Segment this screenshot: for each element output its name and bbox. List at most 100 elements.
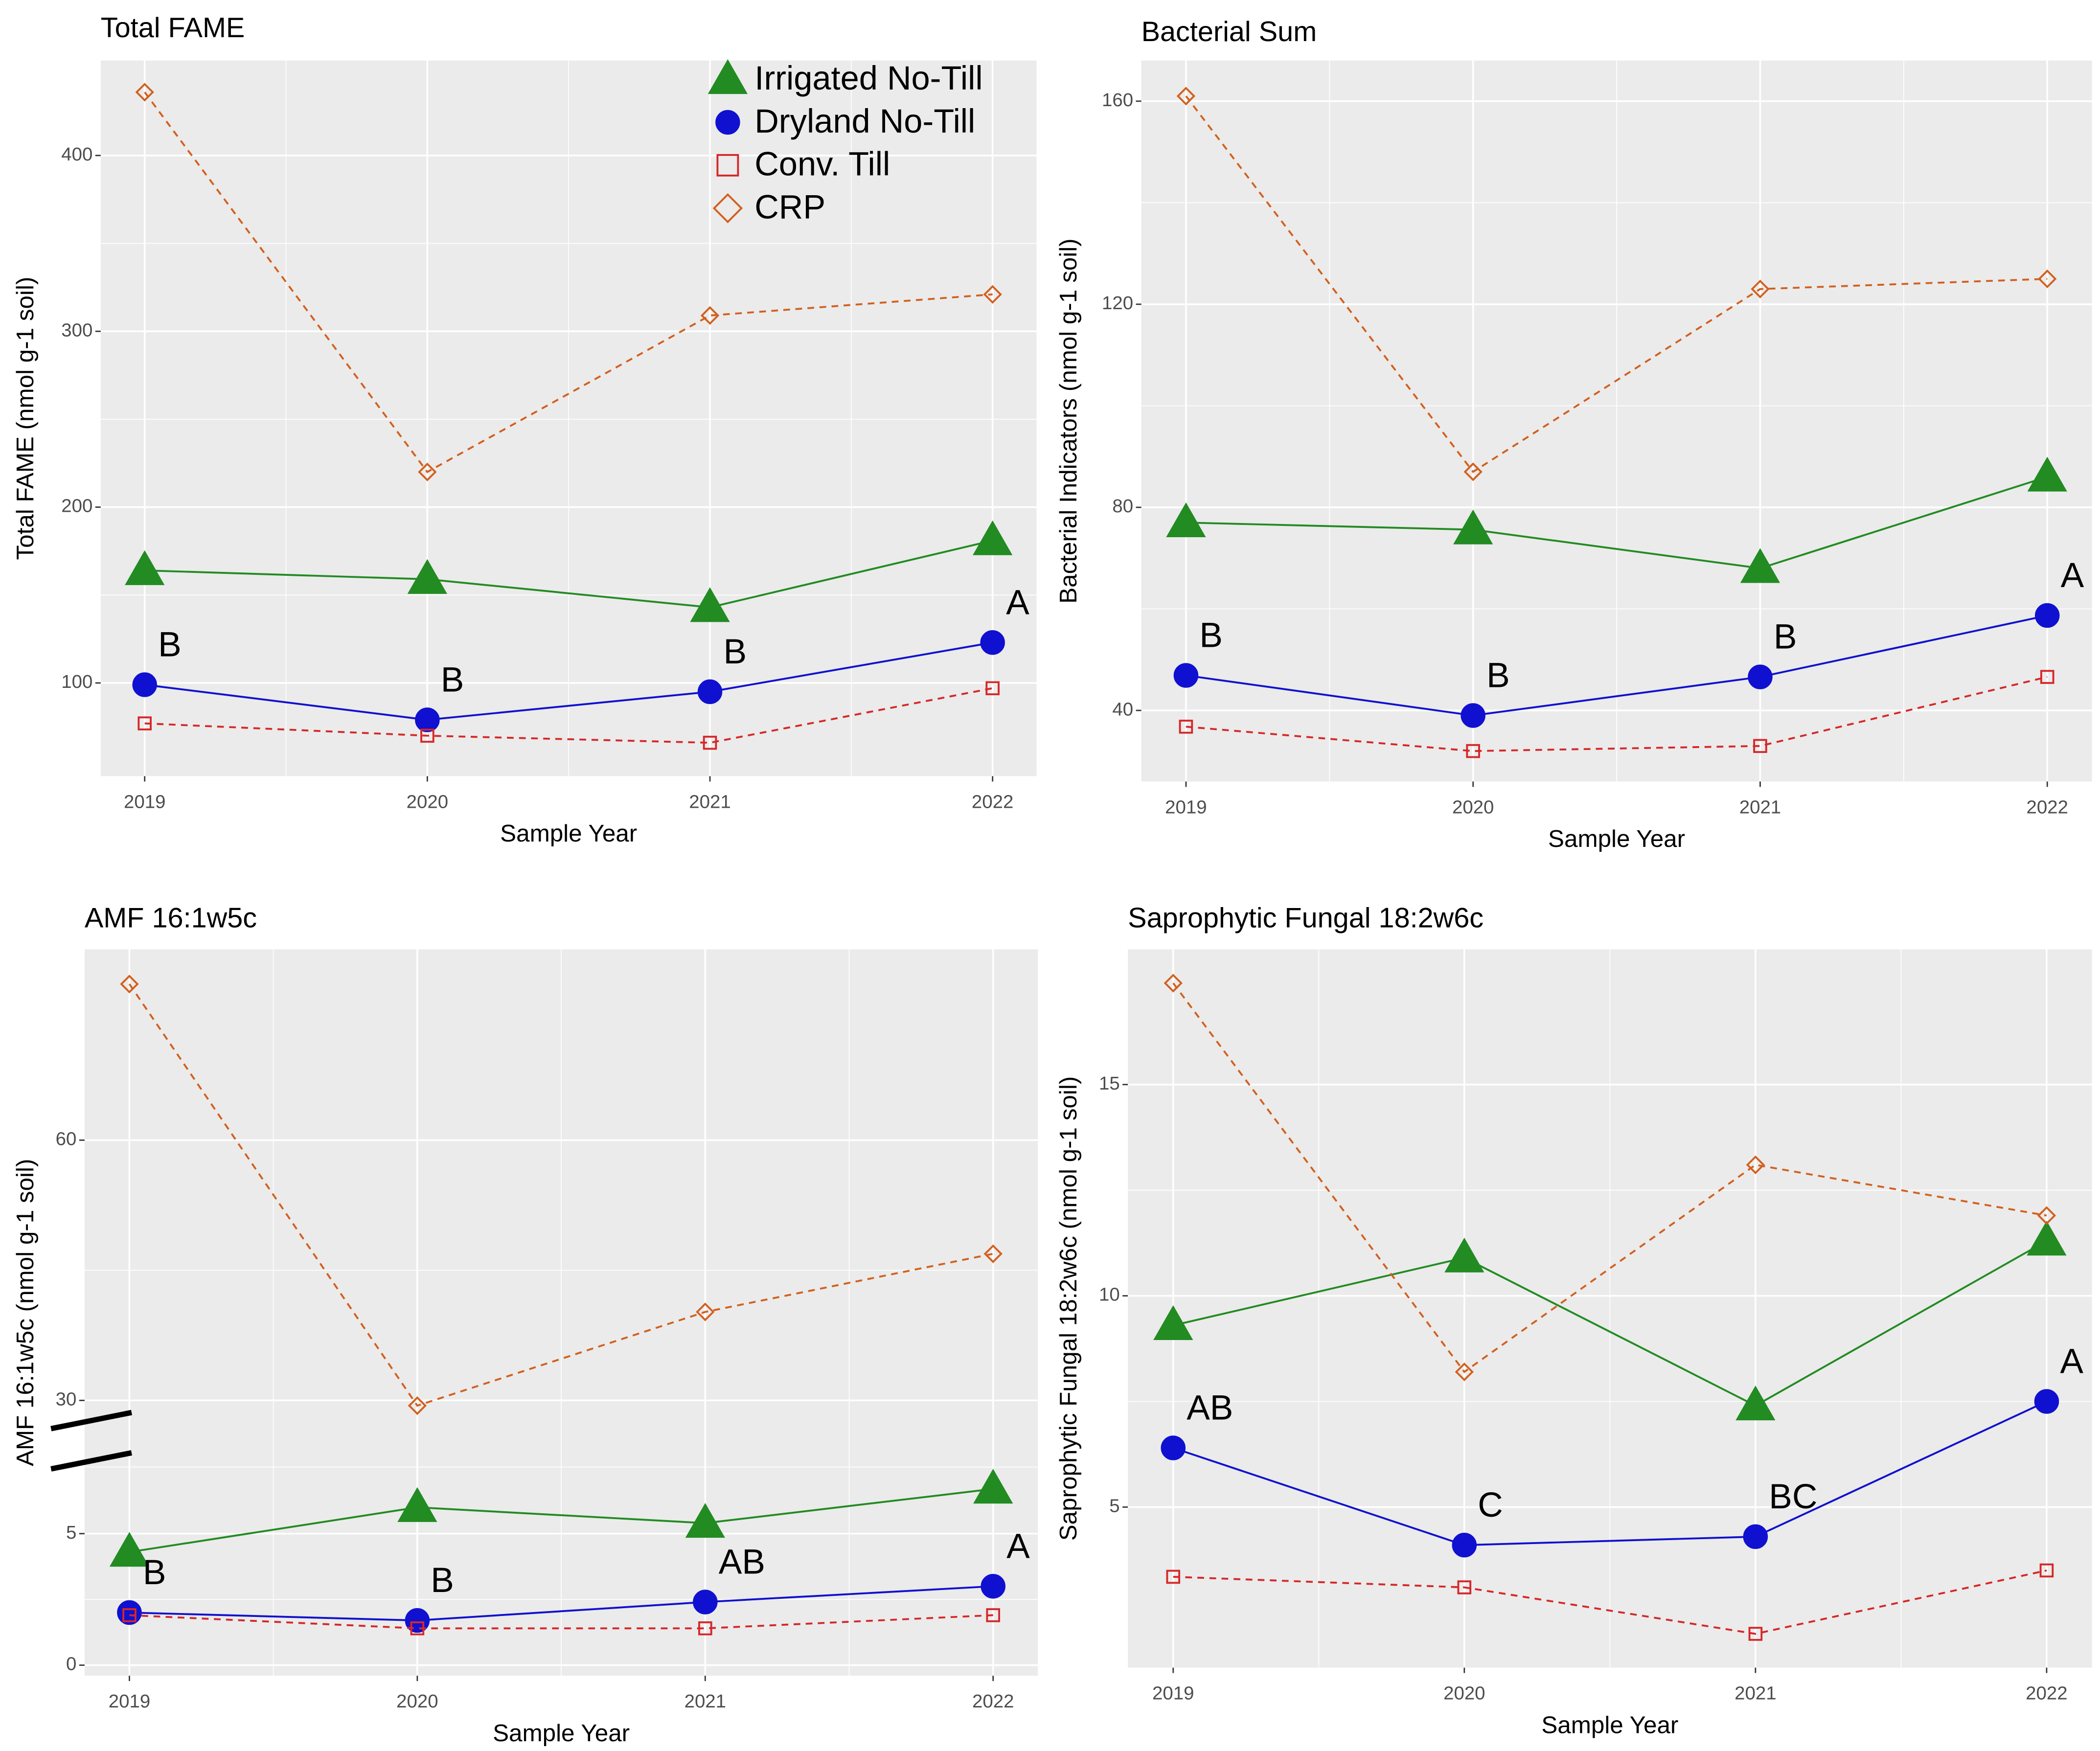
marker-circle [1743, 1524, 1768, 1549]
significance-letter: A [2061, 556, 2084, 595]
marker-diamond [408, 1396, 427, 1415]
x-tick-label: 2020 [1443, 1683, 1485, 1704]
series-line [1173, 1240, 2047, 1407]
significance-letter: B [431, 1561, 454, 1600]
y-axis-label: Total FAME (nmol g-1 soil) [12, 277, 39, 560]
series-line [144, 687, 993, 744]
significance-letter: B [723, 632, 747, 671]
series-line [129, 1585, 993, 1622]
marker-diamond [1746, 1155, 1765, 1175]
y-axis-label: Saprophytic Fungal 18:2w6c (nmol g-1 soi… [1055, 1076, 1082, 1541]
marker-triangle [690, 587, 730, 622]
significance-letter: B [143, 1553, 166, 1592]
x-tick-label: 2022 [972, 1691, 1014, 1712]
marker-square [2040, 670, 2054, 684]
marker-square [716, 154, 739, 177]
marker-square [2039, 1563, 2054, 1578]
marker-triangle [1444, 1237, 1484, 1273]
marker-diamond [120, 975, 139, 994]
marker-circle [1748, 664, 1773, 689]
marker-square [420, 728, 434, 743]
marker-circle [715, 110, 740, 135]
marker-circle [981, 1574, 1005, 1599]
y-tick-label: 10 [1099, 1284, 1120, 1305]
y-tick-label: 5 [66, 1522, 76, 1543]
significance-letter: B [1486, 656, 1510, 695]
marker-circle [1161, 1435, 1186, 1460]
x-tick-label: 2020 [407, 791, 448, 812]
marker-circle [2034, 1389, 2059, 1414]
marker-square [1457, 1580, 1472, 1594]
marker-circle [1452, 1532, 1477, 1558]
axis-break-mark [50, 1450, 133, 1472]
legend-label: Irrigated No-Till [754, 59, 982, 97]
marker-square [1466, 744, 1480, 758]
series-line [1173, 1569, 2047, 1635]
significance-letter: BC [1769, 1477, 1817, 1516]
significance-letter: B [1774, 617, 1797, 657]
significance-letter: A [1006, 583, 1029, 622]
marker-square [1179, 720, 1193, 734]
y-axis-label: Bacterial Indicators (nmol g-1 soil) [1055, 238, 1082, 603]
significance-letter: B [1199, 616, 1223, 655]
series-line [129, 1488, 993, 1553]
marker-triangle [1453, 509, 1493, 545]
marker-triangle [708, 59, 748, 94]
x-tick-label: 2019 [124, 791, 165, 812]
series-line [1185, 95, 2048, 473]
significance-letter: A [2060, 1342, 2083, 1381]
marker-square [1166, 1569, 1181, 1584]
series-line [1186, 476, 2048, 569]
marker-triangle [1166, 502, 1206, 538]
x-axis-label: Sample Year [1541, 1711, 1678, 1738]
y-tick-label: 120 [1102, 293, 1133, 314]
marker-circle [697, 679, 723, 705]
x-tick-label: 2022 [972, 791, 1013, 812]
marker-square [703, 735, 717, 750]
marker-triangle [2027, 456, 2067, 492]
series-line [128, 983, 994, 1407]
marker-diamond [696, 1302, 715, 1321]
x-tick-label: 2021 [685, 1691, 726, 1712]
chart-panel: 5 10 15 2019 2020 2021 2022 Saprophytic Fungal … [1055, 902, 2092, 1738]
marker-circle [980, 630, 1005, 655]
legend-label: Conv. Till [754, 145, 890, 183]
marker-triangle [973, 520, 1013, 555]
marker-diamond [1751, 279, 1770, 298]
marker-circle [693, 1590, 718, 1615]
x-tick-label: 2019 [1152, 1683, 1194, 1704]
marker-diamond [700, 306, 720, 325]
chart-title: AMF 16:1w5c [85, 902, 257, 933]
series-line [144, 539, 993, 609]
marker-square [986, 1608, 1000, 1622]
x-tick-label: 2021 [1739, 796, 1781, 818]
legend-label: Dryland No-Till [754, 102, 975, 140]
y-tick-label: 200 [61, 496, 92, 517]
significance-letter: AB [719, 1543, 765, 1582]
x-axis-label: Sample Year [500, 820, 637, 847]
y-tick-label: 15 [1099, 1073, 1120, 1094]
y-tick-label: 400 [61, 144, 92, 165]
marker-diamond [418, 462, 437, 481]
x-tick-label: 2021 [1735, 1683, 1776, 1704]
x-tick-label: 2022 [2026, 796, 2068, 818]
y-tick-label: 80 [1112, 496, 1133, 517]
marker-diamond [983, 1244, 1003, 1263]
chart-title: Total FAME [101, 12, 245, 44]
x-tick-label: 2020 [396, 1691, 438, 1712]
marker-diamond [135, 83, 154, 102]
marker-circle [415, 707, 440, 732]
chart-panel: 40 80 120 160 2019 2020 2021 2022 Bacterial Sum S… [1055, 16, 2092, 852]
marker-diamond [2038, 269, 2057, 289]
marker-circle [132, 672, 157, 697]
marker-circle [1173, 663, 1199, 688]
marker-triangle [973, 1469, 1013, 1504]
marker-diamond [1463, 462, 1483, 481]
marker-square [137, 716, 152, 730]
x-tick-label: 2020 [1452, 796, 1494, 818]
x-tick-label: 2019 [1165, 796, 1207, 818]
series-line [1172, 982, 2047, 1373]
series-line [1186, 614, 2048, 717]
marker-circle [2034, 603, 2060, 628]
marker-triangle [2027, 1221, 2067, 1256]
